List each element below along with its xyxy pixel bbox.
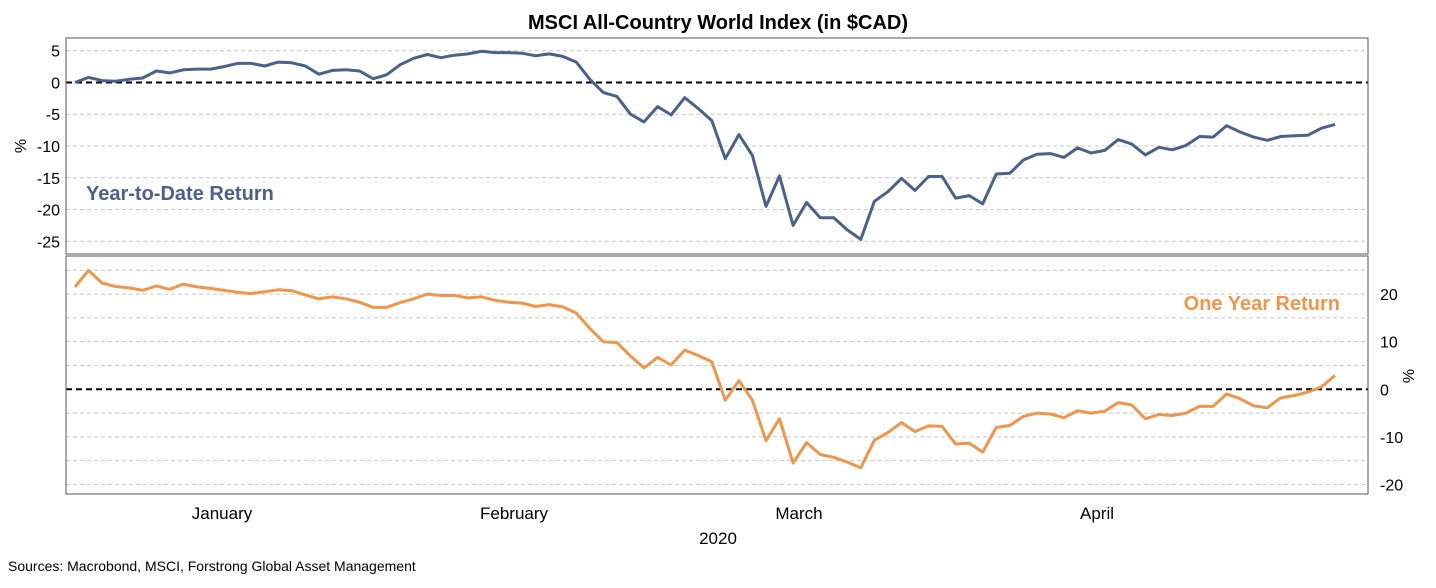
chart-title: MSCI All-Country World Index (in $CAD) xyxy=(528,12,908,34)
one-year-y-tick-label: 10 xyxy=(1380,335,1398,352)
one-year-y-tick-label: -10 xyxy=(1380,430,1403,447)
one-year-y-axis-unit: % xyxy=(1401,369,1418,383)
ytd-y-tick-label: -5 xyxy=(46,107,60,124)
one-year-y-tick-label: -20 xyxy=(1380,477,1403,494)
x-tick-april: April xyxy=(1080,504,1114,523)
ytd-y-tick-label: -20 xyxy=(37,203,60,220)
one-year-y-axis-ticks: 20 10 0 -10 -20 xyxy=(1380,287,1403,494)
x-axis-label: 2020 xyxy=(699,529,737,548)
one-year-panel: 20 10 0 -10 -20 % One Year Return xyxy=(65,255,1418,495)
ytd-y-tick-label: -25 xyxy=(37,234,60,251)
x-tick-march: March xyxy=(775,504,822,523)
ytd-panel: 5 0 -5 -10 -15 -20 -25 % Year-to-Date Return xyxy=(13,37,1369,255)
ytd-plot-frame xyxy=(65,37,1369,255)
ytd-y-tick-label: -15 xyxy=(37,171,60,188)
ytd-y-axis-unit: % xyxy=(13,139,30,153)
ytd-y-axis-ticks: 5 0 -5 -10 -15 -20 -25 xyxy=(37,44,60,252)
source-note: Sources: Macrobond, MSCI, Forstrong Glob… xyxy=(8,558,416,574)
one-year-series-label: One Year Return xyxy=(1184,293,1340,315)
one-year-plot-frame xyxy=(65,255,1369,495)
one-year-y-tick-label: 20 xyxy=(1380,287,1398,304)
ytd-series-label: Year-to-Date Return xyxy=(86,183,274,205)
ytd-gridlines xyxy=(66,50,1368,242)
x-axis: January February March April 2020 xyxy=(192,504,1114,548)
one-year-gridlines xyxy=(66,269,1368,485)
ytd-y-tick-label: -10 xyxy=(37,139,60,156)
x-tick-february: February xyxy=(480,504,549,523)
one-year-y-tick-label: 0 xyxy=(1380,382,1389,399)
x-tick-january: January xyxy=(192,504,253,523)
ytd-y-tick-label: 5 xyxy=(51,44,60,61)
one-year-series-line xyxy=(73,268,1336,470)
ytd-series-line xyxy=(74,49,1336,241)
ytd-y-tick-label: 0 xyxy=(51,75,60,92)
